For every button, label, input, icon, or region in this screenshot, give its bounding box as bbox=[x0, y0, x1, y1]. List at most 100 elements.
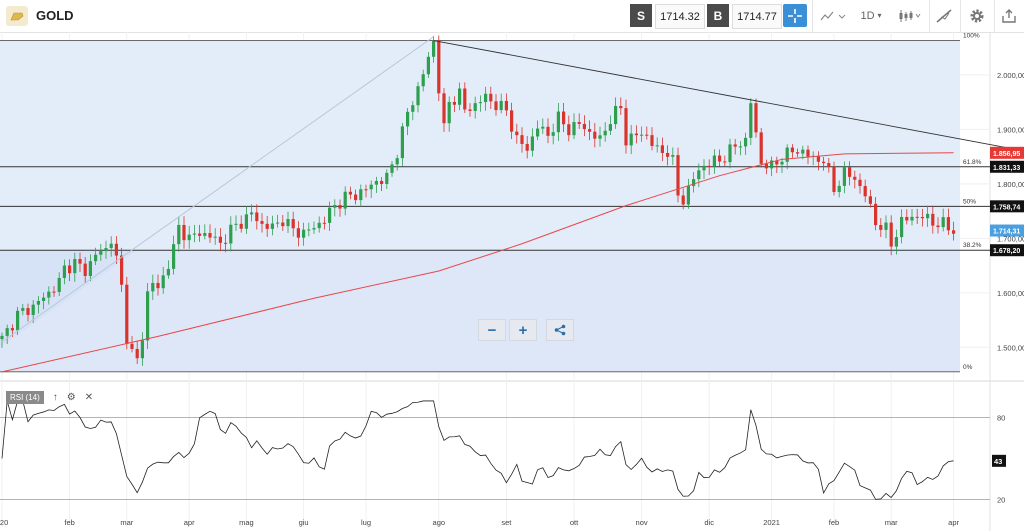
sell-label[interactable]: S bbox=[630, 4, 652, 27]
trendline bbox=[433, 40, 1011, 149]
rsi-panel: 80 20 43 bbox=[0, 400, 1006, 505]
candle-body bbox=[73, 259, 77, 274]
share-chart-icon[interactable] bbox=[998, 4, 1020, 27]
candle-body bbox=[276, 222, 280, 224]
candle-body bbox=[504, 100, 508, 111]
candle-body bbox=[166, 268, 170, 276]
price-chart[interactable]: 100% 61.8% 50% 38.2% 0% 2.000,00 1.900,00 1.80… bbox=[0, 32, 1024, 531]
rsi-label[interactable]: RSI (14) bbox=[6, 391, 44, 404]
price-label-box bbox=[990, 200, 1024, 213]
candle-body bbox=[946, 217, 950, 231]
arrow-up-icon[interactable]: ↑ bbox=[52, 392, 58, 403]
candle-body bbox=[354, 194, 358, 201]
candle-body bbox=[5, 328, 9, 336]
candle-body bbox=[296, 228, 300, 238]
candle-body bbox=[718, 155, 722, 162]
candle-body bbox=[733, 144, 737, 147]
candle-body bbox=[515, 131, 519, 136]
candle-body bbox=[229, 224, 233, 244]
candle-body bbox=[36, 300, 40, 305]
candle-body bbox=[764, 163, 768, 169]
candle-body bbox=[416, 86, 420, 106]
candle-body bbox=[692, 179, 696, 187]
candle-body bbox=[302, 229, 306, 238]
candle-body bbox=[629, 133, 633, 146]
timeframe-select[interactable]: 1D ▾ bbox=[856, 4, 886, 27]
candle-body bbox=[889, 222, 893, 247]
price-label-text: 1.831,33 bbox=[993, 165, 1020, 172]
candle-body bbox=[712, 155, 716, 167]
candle-body bbox=[759, 132, 763, 164]
chart-type-icon[interactable] bbox=[818, 4, 848, 27]
candle-body bbox=[31, 304, 35, 315]
timeframe-label: 1D bbox=[860, 9, 875, 22]
candle-body bbox=[239, 223, 243, 229]
candle-body bbox=[660, 145, 664, 153]
x-tick-label: 2021 bbox=[763, 518, 780, 527]
candle-body bbox=[624, 108, 628, 146]
candle-body bbox=[411, 105, 415, 112]
candle-body bbox=[333, 205, 337, 208]
drawing-tools-icon[interactable] bbox=[933, 4, 955, 27]
candle-body bbox=[593, 131, 597, 139]
candle-body bbox=[140, 340, 144, 359]
sell-price[interactable]: 1714.32 bbox=[655, 4, 705, 29]
candle-body bbox=[499, 100, 503, 111]
settings-icon[interactable] bbox=[965, 4, 989, 27]
candle-body bbox=[177, 224, 181, 245]
candle-body bbox=[884, 222, 888, 230]
candle-body bbox=[109, 243, 113, 249]
candle-body bbox=[936, 225, 940, 228]
candle-body bbox=[281, 222, 285, 227]
candle-body bbox=[135, 348, 139, 359]
buy-label[interactable]: B bbox=[707, 4, 729, 27]
gear-icon[interactable]: ⚙ bbox=[66, 392, 76, 403]
candle-body bbox=[530, 136, 534, 151]
candle-body bbox=[224, 242, 228, 244]
candle-body bbox=[120, 255, 124, 285]
candle-body bbox=[525, 143, 529, 151]
candle-body bbox=[130, 343, 134, 349]
candle-body bbox=[83, 263, 87, 276]
candle-body bbox=[640, 134, 644, 136]
close-icon[interactable]: ✕ bbox=[84, 392, 94, 403]
candle-body bbox=[343, 191, 347, 209]
buy-price[interactable]: 1714.77 bbox=[732, 4, 782, 29]
fib-level-label: 0% bbox=[963, 364, 973, 371]
candle-body bbox=[213, 236, 217, 238]
candle-body bbox=[577, 122, 581, 124]
candle-body bbox=[395, 158, 399, 165]
candle-body bbox=[291, 219, 295, 229]
candle-body bbox=[484, 93, 488, 103]
x-tick-label: dic bbox=[704, 518, 714, 527]
candle-body bbox=[385, 172, 389, 185]
candle-body bbox=[848, 167, 852, 177]
candlestick-icon[interactable] bbox=[895, 4, 925, 27]
zoom-out-button[interactable]: − bbox=[478, 319, 506, 341]
price-label-text: 1.714,31 bbox=[993, 229, 1020, 236]
candle-body bbox=[801, 149, 805, 154]
candle-body bbox=[920, 216, 924, 219]
candle-body bbox=[894, 237, 898, 247]
zoom-controls: − + bbox=[478, 319, 574, 341]
candle-body bbox=[406, 111, 410, 127]
candle-body bbox=[68, 265, 72, 274]
candle-body bbox=[546, 126, 550, 136]
candle-body bbox=[364, 189, 368, 191]
zoom-in-button[interactable]: + bbox=[509, 319, 537, 341]
candle-body bbox=[265, 223, 269, 229]
crosshair-icon[interactable] bbox=[783, 4, 807, 27]
candle-body bbox=[853, 176, 857, 180]
price-axis: 2.000,00 1.900,00 1.800,00 1.700,00 1.600,00… bbox=[990, 71, 1024, 352]
candle-body bbox=[198, 233, 202, 236]
candle-body bbox=[286, 219, 290, 227]
candle-body bbox=[749, 103, 753, 138]
candle-body bbox=[489, 93, 493, 102]
candle-body bbox=[806, 149, 810, 157]
candle-body bbox=[203, 233, 207, 236]
candle-body bbox=[208, 233, 212, 238]
candle-body bbox=[125, 284, 129, 344]
candle-body bbox=[556, 111, 560, 133]
share-icon[interactable] bbox=[546, 319, 574, 341]
price-label-box bbox=[990, 224, 1024, 237]
